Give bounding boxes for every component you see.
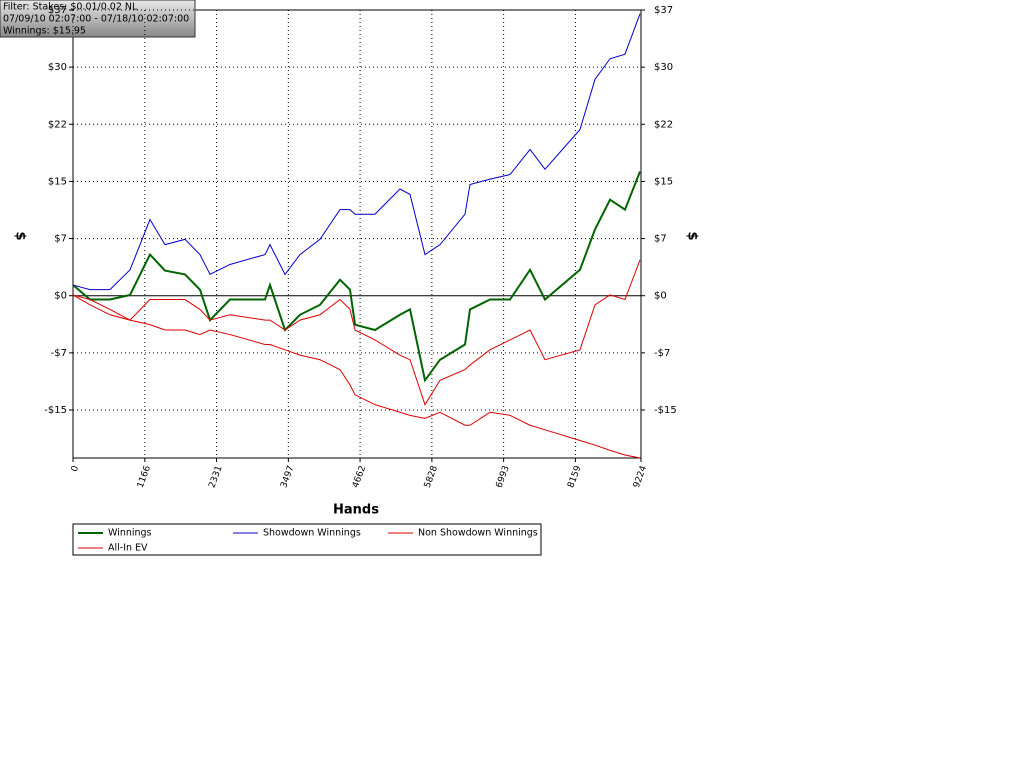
series-line bbox=[72, 171, 641, 383]
legend-label: Showdown Winnings bbox=[263, 528, 361, 539]
info-text: Filter: Stakes: $0.01/0.02 NL bbox=[3, 2, 138, 13]
y2-tick-label: $7 bbox=[654, 234, 667, 245]
y2-tick-label: $15 bbox=[654, 176, 673, 187]
y-tick-label: $7 bbox=[54, 234, 67, 245]
series-line bbox=[72, 13, 641, 291]
info-box bbox=[0, 0, 196, 38]
y2-tick-label: $22 bbox=[654, 119, 673, 130]
x-tick-label: 8159 bbox=[566, 464, 583, 489]
x-tick-label: 3497 bbox=[279, 464, 296, 489]
x-tick-label: 6993 bbox=[495, 464, 512, 489]
y2-tick-label: $0 bbox=[654, 291, 667, 302]
series-line bbox=[72, 294, 641, 459]
y2-tick-label: -$15 bbox=[654, 405, 677, 416]
y2-tick-label: -$7 bbox=[654, 348, 670, 359]
x-tick-label: 1166 bbox=[136, 464, 153, 489]
x-tick-label: 0 bbox=[70, 464, 81, 473]
x-tick-label: 4662 bbox=[351, 464, 368, 489]
legend-box bbox=[72, 523, 542, 556]
x-axis-title: Hands bbox=[333, 503, 379, 518]
y-tick-label: $15 bbox=[48, 176, 67, 187]
info-text: Winnings: $15.95 bbox=[3, 26, 86, 37]
series-line bbox=[72, 259, 641, 406]
y-tick-label: -$15 bbox=[44, 405, 67, 416]
legend-label: Non Showdown Winnings bbox=[418, 528, 538, 539]
y-axis-title: $ bbox=[13, 231, 28, 240]
y-tick-label: $22 bbox=[48, 119, 67, 130]
y2-tick-label: $37 bbox=[654, 5, 673, 16]
y-tick-label: -$7 bbox=[51, 348, 67, 359]
y2-axis-title: $ bbox=[685, 231, 700, 240]
x-tick-label: 2331 bbox=[207, 464, 224, 489]
info-text: 07/09/10 02:07:00 - 07/18/10 02:07:00 bbox=[3, 14, 189, 25]
x-tick-label: 5828 bbox=[423, 464, 440, 489]
y-tick-label: $30 bbox=[48, 62, 67, 73]
y-tick-label: $0 bbox=[54, 291, 67, 302]
y-tick-label: $37 bbox=[48, 5, 67, 16]
legend-label: All-In EV bbox=[108, 543, 148, 554]
legend-label: Winnings bbox=[108, 528, 152, 539]
x-tick-label: 9224 bbox=[632, 464, 649, 489]
y2-tick-label: $30 bbox=[654, 62, 673, 73]
